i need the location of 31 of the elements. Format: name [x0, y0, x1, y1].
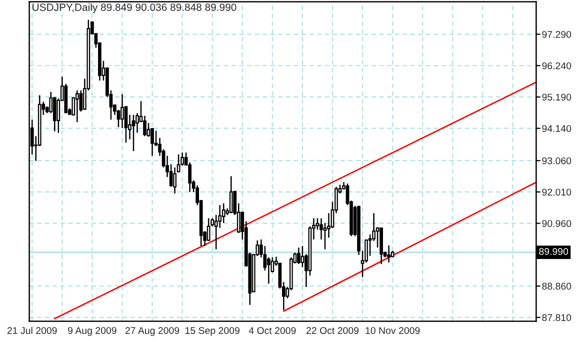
chart-title: USDJPY,Daily 89.849 90.036 89.848 89.990: [32, 3, 236, 14]
candlestick: [143, 115, 146, 137]
x-tick-label: 4 Oct 2009: [248, 327, 296, 334]
x-tick-label: 27 Aug 2009: [125, 327, 180, 336]
x-tick-label: 10 Nov 2009: [366, 327, 420, 334]
x-tick-label: 9 Aug 2009: [68, 327, 116, 336]
x-tick-label: 15 Sep 2009: [186, 327, 240, 336]
y-tick-label: 93.060: [542, 157, 572, 164]
candlestick: [300, 245, 304, 268]
y-tick-label: 94.140: [542, 125, 572, 132]
candlestick: [266, 256, 270, 284]
candlestick: [75, 90, 79, 123]
candlestick: [120, 94, 124, 129]
y-tick-label: 96.240: [542, 62, 572, 70]
y-tick-label: 95.190: [542, 94, 572, 101]
y-tick-label: 87.810: [542, 314, 572, 322]
x-tick-label: 22 Oct 2009: [306, 327, 359, 334]
ref-line-label: 89.990: [539, 248, 568, 255]
y-tick-label: 88.860: [542, 282, 572, 290]
candlestick: [222, 202, 226, 224]
candlestick: [206, 218, 210, 242]
y-tick-label: 90.960: [542, 220, 572, 227]
x-tick-label: 21 Jul 2009: [7, 326, 57, 334]
candlestick: [297, 246, 300, 265]
candlestick: [150, 127, 154, 156]
y-tick-label: 97.290: [542, 30, 572, 38]
candlestick: [173, 166, 176, 194]
y-tick-label: 92.010: [542, 188, 572, 196]
candlestick: [229, 176, 233, 214]
candlestick: [52, 96, 56, 132]
candlestick: [387, 244, 390, 264]
